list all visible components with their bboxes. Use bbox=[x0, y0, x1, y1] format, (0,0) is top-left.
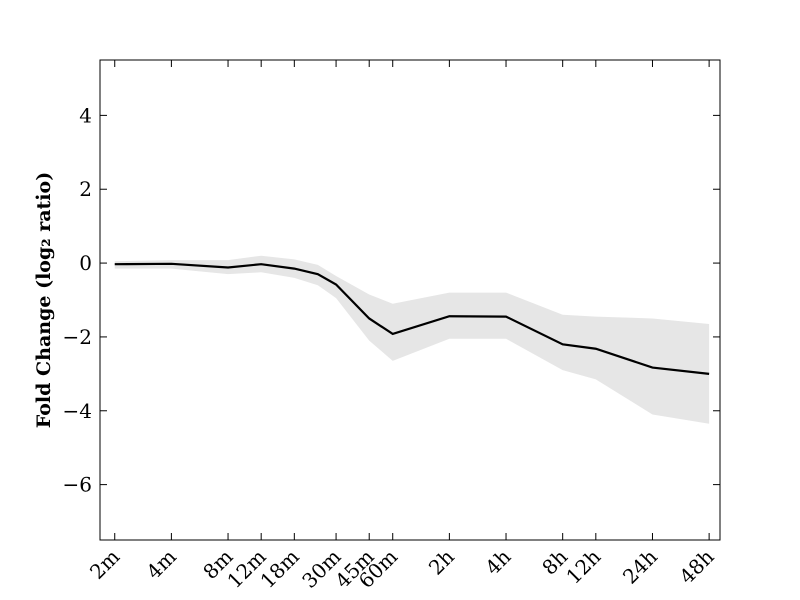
x-tick-label: 48h bbox=[675, 544, 719, 588]
plot-frame bbox=[99, 59, 721, 541]
y-axis-label: Fold Change (log₂ ratio) bbox=[33, 172, 55, 428]
x-tick-label: 18m bbox=[255, 545, 303, 593]
x-tick-label: 4h bbox=[480, 544, 515, 579]
x-tick-label: 4m bbox=[142, 545, 181, 584]
x-tick-label: 2h bbox=[424, 544, 459, 579]
y-tick-label: −2 bbox=[63, 325, 92, 349]
band bbox=[114, 255, 710, 424]
y-tick-label: −4 bbox=[63, 399, 92, 423]
x-tick-label: 12h bbox=[561, 544, 605, 588]
line bbox=[114, 262, 710, 375]
y-tick-label: 2 bbox=[79, 177, 92, 201]
x-tick-label: 2m bbox=[85, 545, 124, 584]
x-tick-label: 24h bbox=[618, 544, 662, 588]
y-tick-label: 4 bbox=[79, 103, 92, 127]
y-tick-label: 0 bbox=[79, 251, 92, 275]
y-tick-label: −6 bbox=[63, 473, 92, 497]
